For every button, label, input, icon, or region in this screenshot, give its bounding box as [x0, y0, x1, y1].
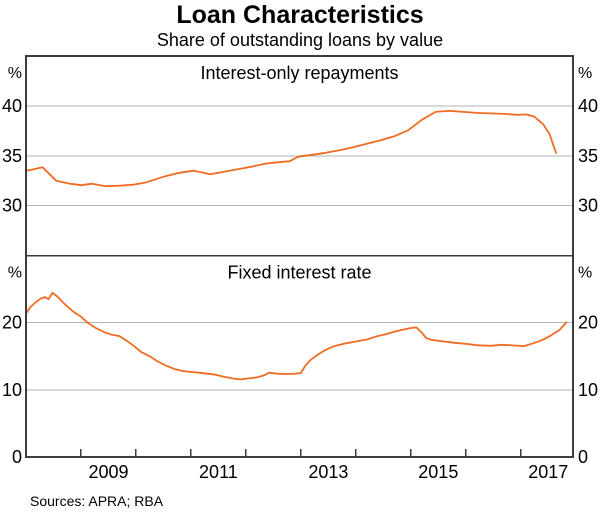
panel-title: Fixed interest rate: [227, 263, 371, 283]
y-tick-label-right: 30: [578, 196, 598, 216]
x-tick-label: 2013: [308, 462, 348, 482]
y-tick-label-right: 10: [578, 380, 598, 400]
y-tick-label-right: 20: [578, 313, 598, 333]
chart-title: Loan Characteristics: [176, 1, 424, 29]
y-tick-label-left: 10: [2, 380, 22, 400]
unit-label-left: %: [8, 265, 22, 282]
y-tick-label-right: 40: [578, 96, 598, 116]
sources-note: Sources: APRA; RBA: [30, 493, 164, 509]
unit-label-right: %: [578, 265, 592, 282]
y-tick-label-left: 20: [2, 313, 22, 333]
unit-label-left: %: [8, 65, 22, 82]
data-line: [25, 291, 568, 381]
y-tick-label-right: 35: [578, 146, 598, 166]
y-tick-label-left: 35: [2, 146, 22, 166]
x-tick-label: 2015: [418, 462, 458, 482]
y-tick-label-left: 30: [2, 196, 22, 216]
chart-subtitle: Share of outstanding loans by value: [156, 30, 444, 50]
y-tick-label-left: 40: [2, 96, 22, 116]
x-tick-label: 2017: [528, 462, 568, 482]
x-tick-label: 2011: [199, 462, 238, 482]
x-tick-label: 2009: [88, 462, 128, 482]
unit-label-right: %: [578, 65, 592, 82]
data-line: [25, 110, 557, 188]
y-tick-label-left: 0: [12, 447, 22, 467]
plot-border: [25, 55, 574, 458]
panel-title: Interest-only repayments: [200, 63, 398, 83]
y-tick-label-right: 0: [578, 447, 588, 467]
